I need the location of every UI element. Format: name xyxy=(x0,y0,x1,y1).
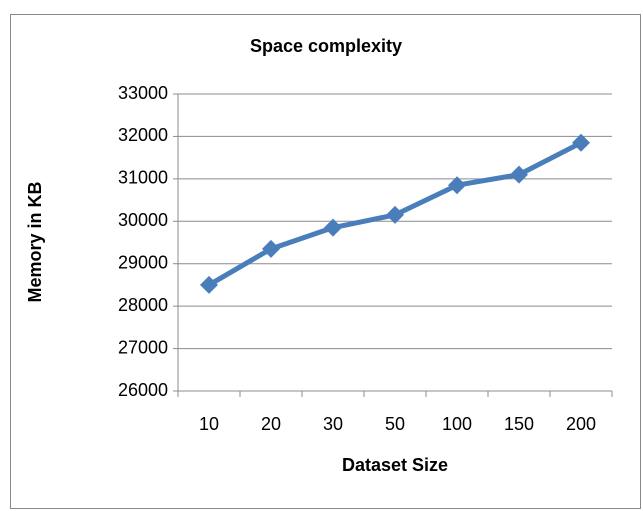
data-point xyxy=(510,165,528,184)
x-tick-label: 200 xyxy=(566,414,596,434)
y-tick-label: 27000 xyxy=(118,337,168,357)
x-tick-label: 20 xyxy=(261,414,281,434)
x-tick-label: 30 xyxy=(323,414,343,434)
data-point xyxy=(572,133,590,152)
x-axis-label: Dataset Size xyxy=(342,455,448,475)
data-point xyxy=(324,218,342,237)
y-axis-label: Memory in KB xyxy=(25,181,45,302)
x-tick-label: 50 xyxy=(385,414,405,434)
y-tick-label: 30000 xyxy=(118,210,168,230)
chart-title: Space complexity xyxy=(250,36,402,56)
chart-border xyxy=(10,14,641,509)
data-point xyxy=(448,176,466,195)
y-tick-label: 33000 xyxy=(118,83,168,103)
data-point xyxy=(200,275,218,294)
y-tick-label: 32000 xyxy=(118,125,168,145)
x-tick-label: 10 xyxy=(199,414,219,434)
y-tick-label: 28000 xyxy=(118,295,168,315)
x-tick-label: 100 xyxy=(442,414,472,434)
data-point xyxy=(262,239,280,258)
y-tick-label: 29000 xyxy=(118,252,168,272)
y-tick-label: 31000 xyxy=(118,168,168,188)
y-tick-label: 26000 xyxy=(118,380,168,400)
data-point xyxy=(386,205,404,224)
x-tick-label: 150 xyxy=(504,414,534,434)
